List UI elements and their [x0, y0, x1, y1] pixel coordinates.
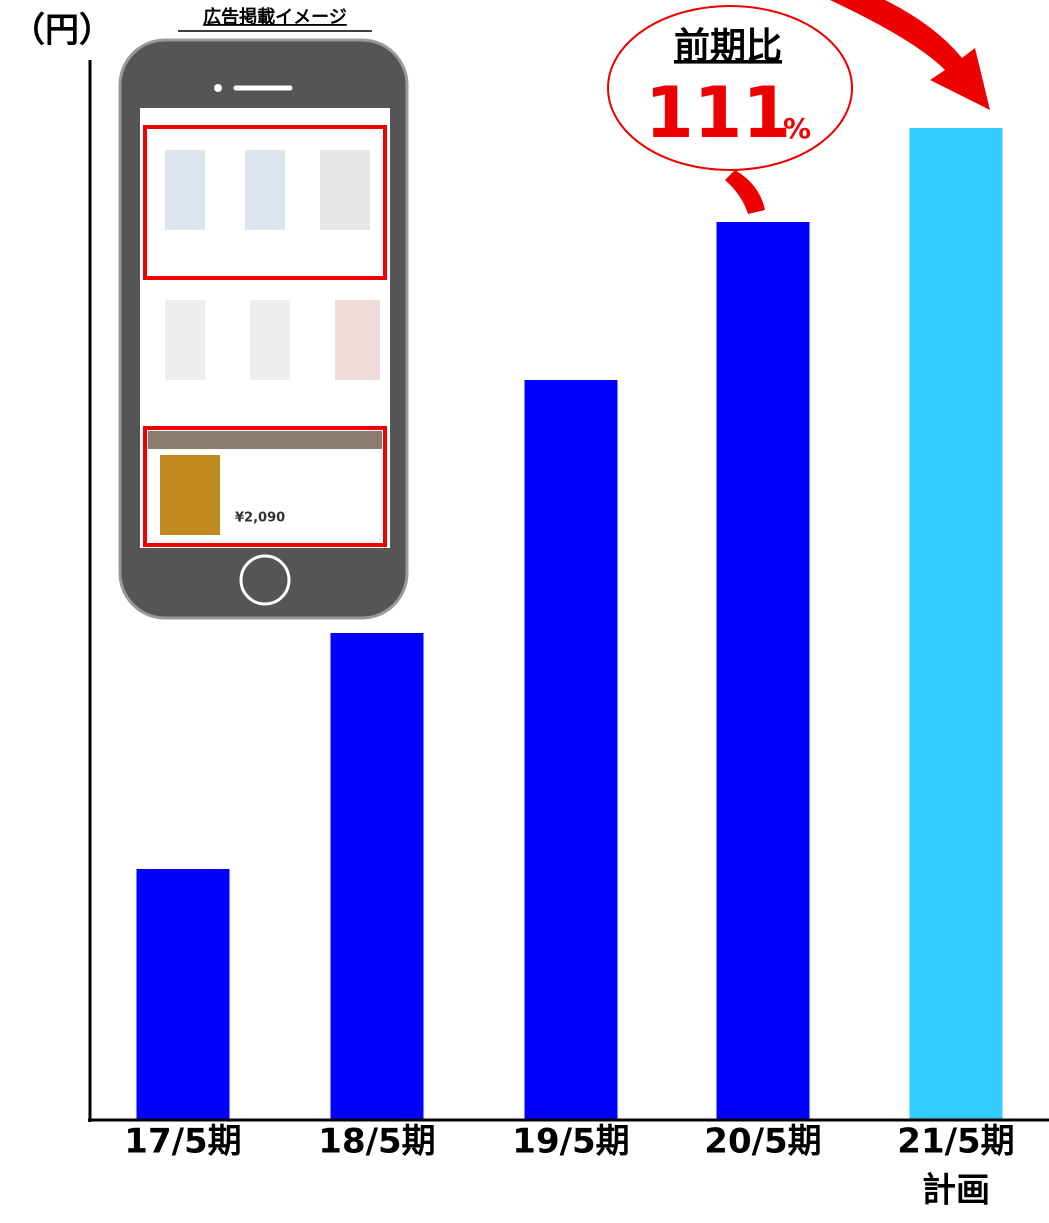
- annotation-value: 111: [645, 72, 791, 154]
- y-axis-label: （円）: [11, 11, 113, 51]
- x-tick-label: 20/5期: [704, 1122, 821, 1162]
- product-image: [335, 300, 380, 380]
- plan-label: 計画: [922, 1171, 990, 1211]
- product-image: [320, 150, 370, 230]
- callout: 前期比 111 %: [607, 0, 990, 214]
- bar: [136, 869, 230, 1120]
- ad-header: [148, 431, 382, 449]
- product-image: [165, 150, 205, 230]
- ad-price: ¥2,090: [235, 511, 285, 526]
- annotation-unit: %: [783, 112, 811, 145]
- phone-camera: [214, 84, 222, 92]
- callout-tail: [725, 170, 765, 214]
- product-image: [165, 300, 205, 380]
- bar: [330, 633, 424, 1120]
- ad-frame: [143, 125, 387, 280]
- ad-frame: [143, 426, 387, 547]
- x-tick-label: 18/5期: [318, 1122, 435, 1162]
- x-tick-label: 17/5期: [124, 1122, 241, 1162]
- x-tick-label: 19/5期: [512, 1122, 629, 1162]
- annotation-text: 前期比: [674, 26, 782, 67]
- bar: [909, 128, 1003, 1120]
- ad-product-image: [160, 455, 220, 535]
- bar: [716, 222, 810, 1120]
- x-tick-label: 21/5期: [897, 1122, 1014, 1162]
- inset-title: 広告掲載イメージ: [203, 6, 347, 28]
- callout-arrow: [830, 0, 990, 110]
- product-image: [250, 300, 290, 380]
- callout-bubble: [607, 5, 853, 171]
- phone: ¥2,090: [118, 38, 409, 620]
- product-image: [245, 150, 285, 230]
- bar: [524, 380, 618, 1120]
- home-button: [239, 554, 291, 606]
